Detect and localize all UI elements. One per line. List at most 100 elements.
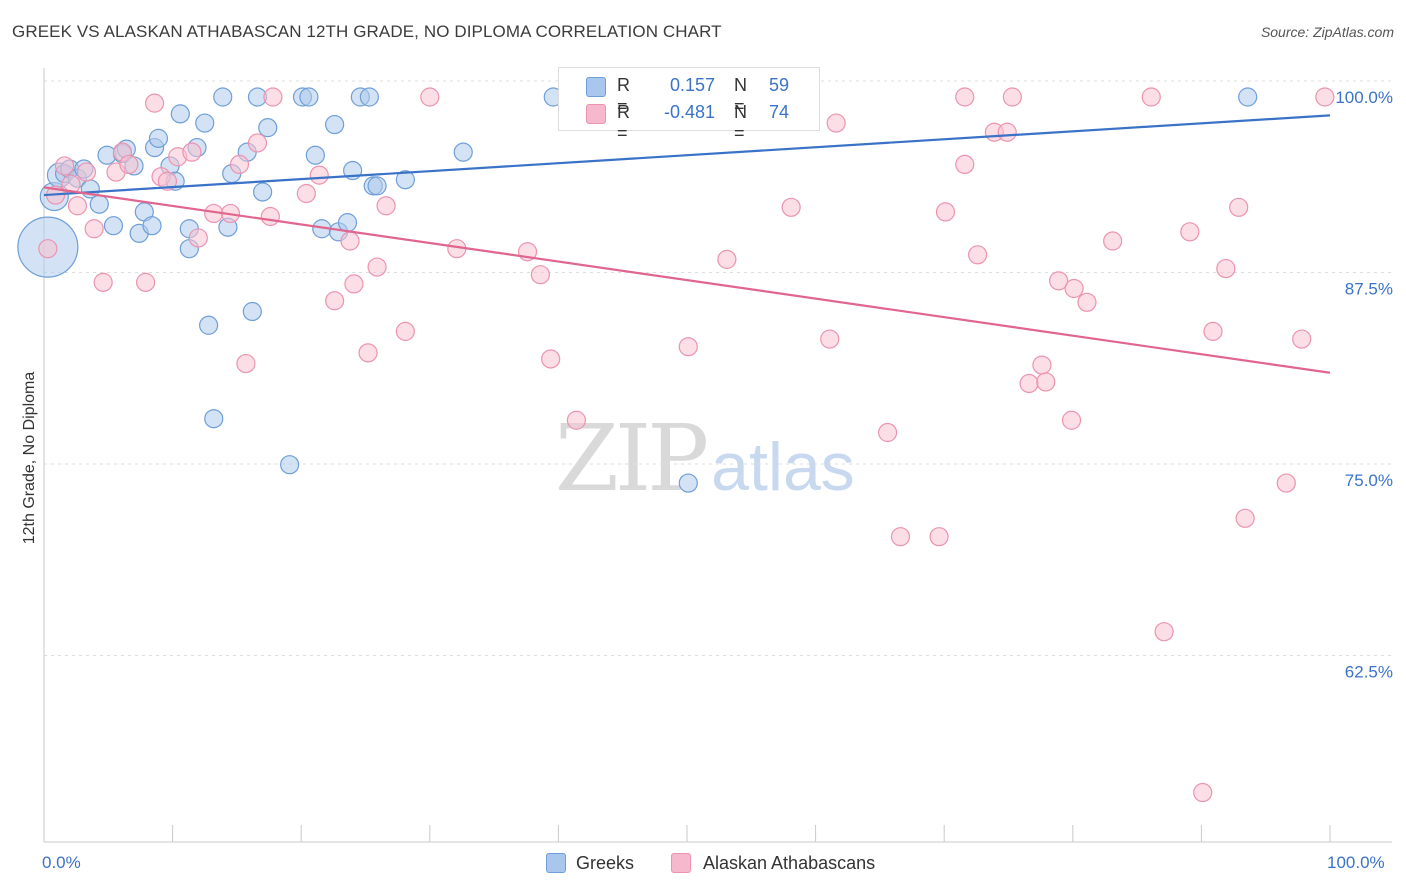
axes xyxy=(43,68,1392,843)
athabascan-point xyxy=(76,162,97,182)
greeks-point xyxy=(253,182,273,202)
athabascan-point xyxy=(119,154,139,175)
athabascan-point xyxy=(1203,321,1223,341)
athabascan-point xyxy=(340,231,360,251)
athabascan-point xyxy=(1141,87,1161,107)
legend-r-label: R = xyxy=(617,75,630,116)
zipatlas-watermark: ZIPatlas xyxy=(555,405,855,512)
athabascan-point xyxy=(344,274,364,294)
athabascan-point xyxy=(182,142,202,162)
athabascan-point xyxy=(678,337,698,357)
greeks-point xyxy=(1238,87,1258,107)
athabascan-point xyxy=(530,265,550,285)
greeks-trend-line xyxy=(43,114,1331,197)
athabascan-point xyxy=(1193,782,1213,803)
athabascan-point xyxy=(1032,355,1052,375)
legend-n-value: 74 xyxy=(769,102,790,122)
athabascan-point xyxy=(144,93,165,113)
greeks-point xyxy=(299,87,319,107)
greeks-point xyxy=(280,455,300,475)
athabascan-point xyxy=(420,87,440,107)
athabascan-point xyxy=(54,156,75,176)
athabascan-point xyxy=(1292,329,1312,349)
athabascan-point xyxy=(135,272,156,292)
athabascan-point xyxy=(1103,231,1123,251)
athabascan-point xyxy=(1276,473,1296,493)
source-credit: Source: ZipAtlas.com xyxy=(1260,24,1394,40)
athabascan-point xyxy=(1019,373,1039,394)
athabascan-point xyxy=(955,87,975,107)
greeks-point xyxy=(213,87,233,107)
athabascan-point xyxy=(968,245,988,265)
legend-swatch-athabascans xyxy=(586,104,606,124)
athabascan-point xyxy=(395,321,415,341)
y-tick-label: 100.0% xyxy=(1335,88,1393,107)
x-tick-label-min: 0.0% xyxy=(42,853,81,872)
watermark-atlas: atlas xyxy=(711,429,855,505)
greeks-point xyxy=(678,473,698,493)
athabascan-point xyxy=(296,183,316,204)
greeks-point xyxy=(199,315,219,335)
athabascan-point xyxy=(1235,508,1255,528)
athabascan-point xyxy=(955,154,975,175)
greeks-point xyxy=(148,128,169,148)
y-tick-label: 87.5% xyxy=(1345,280,1393,299)
y-tick-labels: 100.0% 87.5% 75.0% 62.5% xyxy=(1335,88,1393,682)
athabascan-point xyxy=(890,527,911,547)
athabascan-point xyxy=(1077,292,1097,312)
athabascan-point xyxy=(367,257,387,277)
x-tick-label-max: 100.0% xyxy=(1327,853,1385,872)
legend-n-label: N = xyxy=(734,75,747,116)
greeks-point xyxy=(359,87,379,107)
greeks-point xyxy=(195,113,215,133)
athabascan-point xyxy=(309,165,329,185)
athabascan-point xyxy=(997,122,1017,142)
athabascan-point xyxy=(1154,622,1174,642)
greeks-point xyxy=(258,118,278,138)
greeks-point xyxy=(337,213,358,233)
athabascan-point xyxy=(878,422,898,443)
athabascan-point xyxy=(820,329,840,349)
athabascan-point xyxy=(229,154,250,175)
greeks-point xyxy=(204,409,224,429)
athabascan-point xyxy=(157,171,178,191)
greeks-point xyxy=(103,216,124,236)
greeks-point xyxy=(89,194,109,214)
athabascan-point xyxy=(935,202,956,222)
athabascan-point xyxy=(188,228,208,248)
legend-n-label: N = xyxy=(734,102,747,143)
athabascan-point xyxy=(566,410,587,430)
athabascan-point xyxy=(1216,258,1236,279)
greeks-point xyxy=(453,142,473,162)
trend-lines xyxy=(43,114,1331,374)
athabascan-point xyxy=(1049,271,1069,291)
legend-r-label: R = xyxy=(617,102,630,143)
greeks-point xyxy=(305,145,325,165)
athabascan-point xyxy=(263,87,283,107)
athabascan-point xyxy=(376,196,396,216)
athabascan-point xyxy=(260,206,280,227)
athabascan-point xyxy=(1061,410,1082,430)
athabascan-point xyxy=(1036,372,1056,392)
greeks-point xyxy=(325,114,345,135)
athabascan-point xyxy=(93,272,113,292)
series-legend-label-greeks: Greeks xyxy=(576,853,635,873)
athabascan-point xyxy=(1229,197,1249,217)
greeks-point xyxy=(142,216,162,236)
athabascan-point xyxy=(1315,87,1335,107)
series-legend-swatch-athabascans xyxy=(671,853,691,873)
athabascan-point xyxy=(247,133,268,153)
legend-r-value: 0.157 xyxy=(669,75,715,95)
y-tick-label: 62.5% xyxy=(1345,663,1393,682)
greeks-point xyxy=(395,170,415,190)
athabascan-point xyxy=(358,343,378,363)
athabascan-point xyxy=(67,196,88,216)
series-legend-swatch-greeks xyxy=(546,853,566,873)
athabascan-point xyxy=(38,239,58,259)
athabascan-point xyxy=(1064,278,1084,299)
legend-n-value: 59 xyxy=(769,75,790,95)
athabascan-point xyxy=(826,113,846,133)
athabascan-point xyxy=(781,197,801,217)
athabascan-point xyxy=(717,249,737,269)
athabascan-point xyxy=(1180,222,1200,242)
